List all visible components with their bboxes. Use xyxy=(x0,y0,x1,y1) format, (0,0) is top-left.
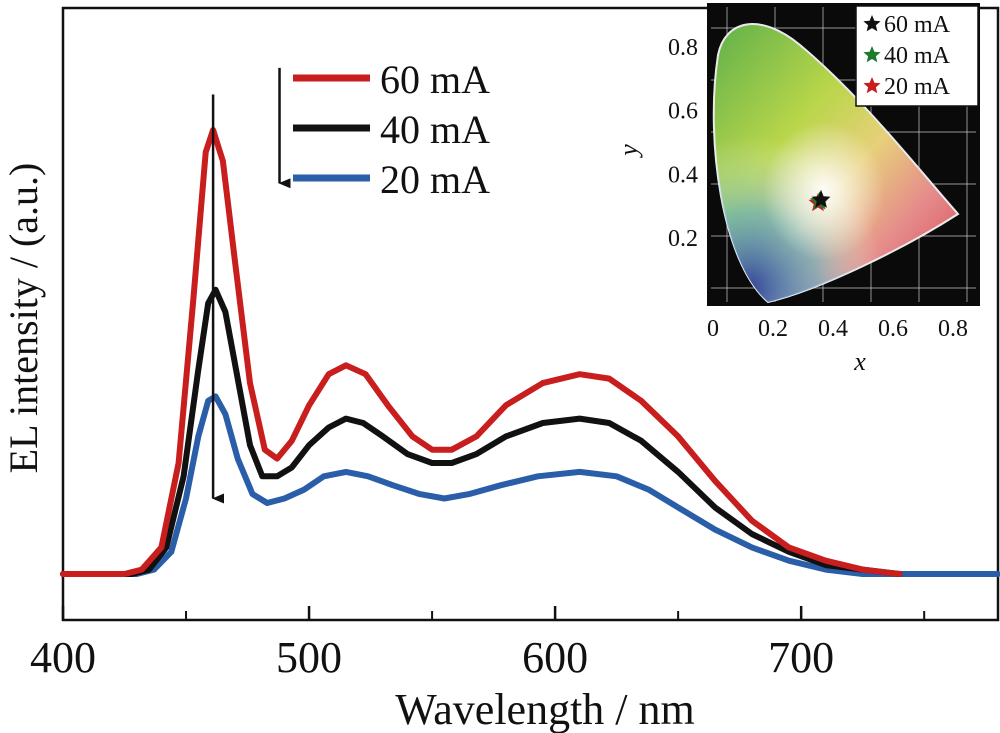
series-line-20-ma xyxy=(60,393,1000,577)
inset-y-axis-label: y xyxy=(614,144,643,159)
inset-legend-marker xyxy=(863,77,881,94)
inset-legend-label: 60 mA xyxy=(884,12,951,38)
x-tick-label: 600 xyxy=(522,633,588,682)
inset-x-axis-label: x xyxy=(853,347,866,376)
inset-x-tick-label: 0.6 xyxy=(878,316,908,342)
inset-x-tick-label: 0 xyxy=(707,316,719,342)
inset-y-tick-label: 0.4 xyxy=(668,162,698,188)
inset-x-tick-label: 0.8 xyxy=(938,316,968,342)
inset-legend-label: 40 mA xyxy=(884,43,951,69)
legend-label: 20 mA xyxy=(380,157,490,202)
y-axis-label: EL intensity / (a.u.) xyxy=(1,163,46,474)
legend-label: 40 mA xyxy=(380,107,490,152)
inset-x-tick-label: 0.4 xyxy=(818,316,848,342)
x-tick-label: 400 xyxy=(30,633,96,682)
plot-frame xyxy=(61,6,1000,622)
x-tick-label: 700 xyxy=(768,633,834,682)
inset-legend-marker xyxy=(863,46,881,63)
inset-legend-marker xyxy=(863,15,881,32)
cie-point xyxy=(811,189,831,208)
series-line-40-ma xyxy=(60,286,903,577)
main-plot: 400 500 600 700 Wavelength / nm EL intensity … xyxy=(1,6,1000,733)
inset-x-tick-label: 0.2 xyxy=(758,316,788,342)
inset-y-tick-label: 0.2 xyxy=(668,226,698,252)
x-tick-label: 500 xyxy=(276,633,342,682)
inset-y-tick-label: 0.6 xyxy=(668,99,698,125)
inset-y-tick-label: 0.8 xyxy=(668,35,698,61)
legend-label: 60 mA xyxy=(380,57,490,102)
cie-locus-white-region xyxy=(713,24,958,303)
cie-inset: 0 0.2 0.4 0.6 0.8 0.2 0.4 0.6 0.8 x y 60 mA 40 mA 20 … xyxy=(614,3,980,376)
series-line-60-ma xyxy=(60,127,903,577)
x-axis-label: Wavelength / nm xyxy=(395,685,695,733)
inset-legend-label: 20 mA xyxy=(884,74,951,100)
